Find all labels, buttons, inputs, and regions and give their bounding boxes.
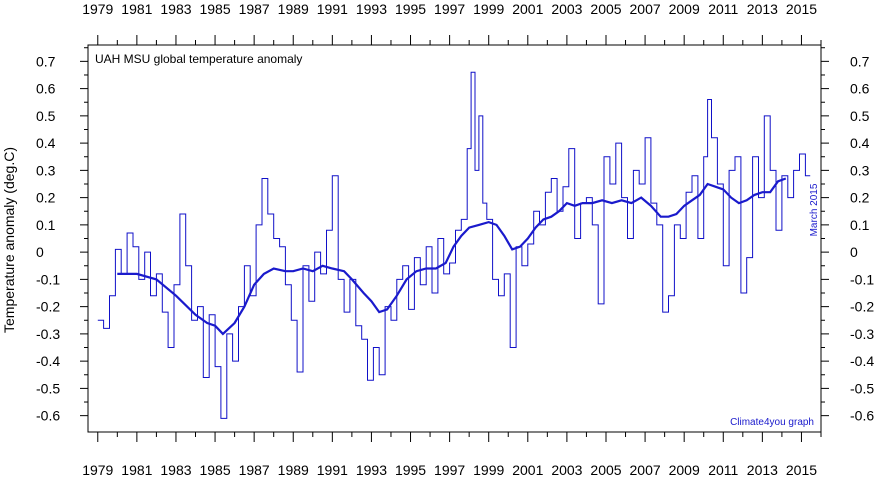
plot-frame [87,44,822,433]
axis-ticks: 1979 1979 1981 1981 1983 1983 1985 1985 1987 1987… [36,1,874,478]
x-tick-label-top: 1985 [199,1,230,17]
x-tick-label-bottom: 1999 [473,462,504,478]
y-tick-label-left: -0.2 [36,299,60,315]
y-tick-label-right: 0.7 [850,53,870,69]
x-tick-label-bottom: 2005 [590,462,621,478]
y-tick-label-left: 0.6 [36,81,56,97]
chart-title: UAH MSU global temperature anomaly [95,52,302,66]
y-tick-label-left: 0.4 [36,135,56,151]
x-tick-label-bottom: 2007 [630,462,661,478]
x-tick-label-bottom: 1983 [160,462,191,478]
x-tick-label-top: 1981 [121,1,152,17]
x-tick-label-top: 1993 [356,1,387,17]
y-tick-label-left: -0.1 [36,271,60,287]
series-layer [97,71,811,419]
x-tick-label-top: 1979 [82,1,113,17]
x-tick-label-bottom: 1993 [356,462,387,478]
y-tick-label-right: 0.4 [850,135,870,151]
y-tick-label-right: 0.3 [850,162,870,178]
monthly-anomaly-line [97,71,811,419]
y-axis-label: Temperature anomaly (deg.C) [1,147,17,333]
x-tick-label-bottom: 2013 [747,462,778,478]
x-tick-label-bottom: 1989 [278,462,309,478]
x-tick-label-top: 1997 [434,1,465,17]
y-tick-label-right: 0.6 [850,81,870,97]
x-tick-label-top: 1987 [239,1,270,17]
credit-label: Climate4you graph [730,417,814,428]
x-tick-label-top: 1991 [317,1,348,17]
y-tick-label-right: -0.6 [850,408,874,424]
y-tick-label-right: 0.5 [850,108,870,124]
y-tick-label-right: -0.4 [850,353,874,369]
x-tick-label-bottom: 1991 [317,462,348,478]
x-tick-label-bottom: 2009 [669,462,700,478]
y-tick-label-right: -0.3 [850,326,874,342]
y-tick-label-left: 0.5 [36,108,56,124]
x-tick-label-bottom: 1997 [434,462,465,478]
y-tick-label-left: -0.5 [36,380,60,396]
y-tick-label-right: -0.5 [850,380,874,396]
y-tick-label-right: -0.1 [850,271,874,287]
y-tick-label-left: 0.1 [36,217,56,233]
y-tick-label-right: -0.2 [850,299,874,315]
y-tick-label-left: 0.2 [36,190,56,206]
y-tick-label-left: 0.3 [36,162,56,178]
x-tick-label-top: 1983 [160,1,191,17]
y-tick-label-left: -0.3 [36,326,60,342]
x-tick-label-bottom: 2011 [708,462,738,478]
y-tick-label-left: 0 [36,244,44,260]
y-tick-label-right: 0 [850,244,858,260]
x-tick-label-bottom: 1987 [239,462,270,478]
x-tick-label-bottom: 1981 [121,462,152,478]
x-tick-label-bottom: 2015 [786,462,817,478]
x-tick-label-top: 2003 [551,1,582,17]
x-tick-label-top: 2001 [512,1,543,17]
x-tick-label-top: 2007 [630,1,661,17]
x-tick-label-bottom: 2003 [551,462,582,478]
x-tick-label-top: 2015 [786,1,817,17]
x-tick-label-top: 1995 [395,1,426,17]
x-tick-label-bottom: 1979 [82,462,113,478]
x-tick-label-bottom: 2001 [512,462,543,478]
x-tick-label-top: 2005 [590,1,621,17]
date-annotation: March 2015 [809,183,820,236]
y-tick-label-left: 0.7 [36,53,56,69]
running-mean-line [117,177,787,336]
x-tick-label-top: 2009 [669,1,700,17]
x-tick-label-top: 2013 [747,1,778,17]
y-tick-label-right: 0.2 [850,190,870,206]
x-tick-label-top: 1989 [278,1,309,17]
y-tick-label-right: 0.1 [850,217,870,233]
x-tick-label-bottom: 1995 [395,462,426,478]
y-tick-label-left: -0.6 [36,408,60,424]
x-tick-label-top: 2011 [708,1,738,17]
y-tick-label-left: -0.4 [36,353,60,369]
x-tick-label-top: 1999 [473,1,504,17]
x-tick-label-bottom: 1985 [199,462,230,478]
